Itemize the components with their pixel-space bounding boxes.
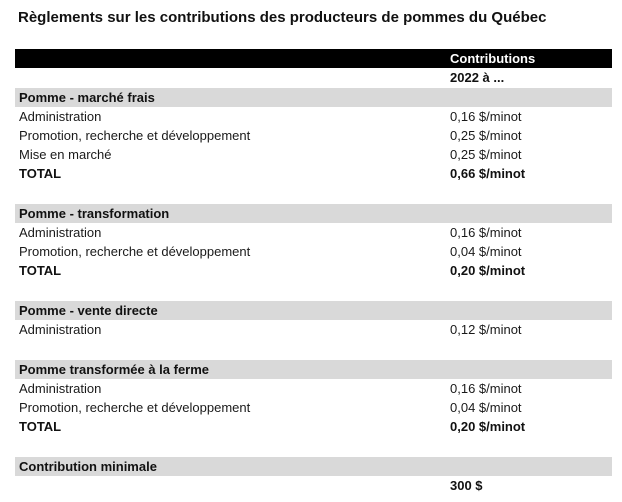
table-row: TOTAL 0,20 $/minot <box>15 417 612 436</box>
section-title: Pomme - transformation <box>19 206 170 221</box>
section-header-row: Pomme transformée à la ferme <box>15 360 612 379</box>
table-row: Administration 0,12 $/minot <box>15 320 612 339</box>
row-value: 0,25 $/minot <box>450 147 522 162</box>
row-label: Administration <box>19 381 102 396</box>
table-row: Promotion, recherche et développement 0,0… <box>15 242 612 261</box>
table-row: 300 $ <box>15 476 612 495</box>
page-title: Règlements sur les contributions des pro… <box>18 9 547 26</box>
contributions-table: Contributions 2022 à ... Pomme - marché … <box>15 49 612 495</box>
row-label <box>15 476 450 495</box>
section-title: Pomme transformée à la ferme <box>19 362 210 377</box>
table-row: Mise en marché 0,25 $/minot <box>15 145 612 164</box>
section-header-row: Pomme - transformation <box>15 204 612 223</box>
section-title: Contribution minimale <box>19 459 157 474</box>
row-label: TOTAL <box>19 166 62 181</box>
table-section: Pomme transformée à la ferme Administrati… <box>15 360 612 436</box>
row-value: 0,04 $/minot <box>450 244 522 259</box>
row-label: Administration <box>19 225 102 240</box>
row-label: Promotion, recherche et développement <box>19 244 251 259</box>
table-sections: Pomme - marché frais Administration 0,16 $… <box>15 88 612 495</box>
table-section: Contribution minimale 300 $ <box>15 457 612 495</box>
row-value: 300 $ <box>450 478 483 493</box>
subheader-empty-cell <box>15 68 450 88</box>
section-title: Pomme - marché frais <box>19 90 155 105</box>
table-subheader-row: 2022 à ... <box>15 68 612 88</box>
row-label: Administration <box>19 109 102 124</box>
row-value: 0,20 $/minot <box>450 263 526 278</box>
row-label: Administration <box>19 322 102 337</box>
table-section: Pomme - transformation Administration 0,16… <box>15 204 612 280</box>
section-header-row: Pomme - marché frais <box>15 88 612 107</box>
row-label: Promotion, recherche et développement <box>19 128 251 143</box>
subheader-year-cell: 2022 à ... <box>450 70 505 85</box>
row-value: 0,12 $/minot <box>450 322 522 337</box>
row-value: 0,20 $/minot <box>450 419 526 434</box>
table-row: TOTAL 0,20 $/minot <box>15 261 612 280</box>
table-row: Promotion, recherche et développement 0,2… <box>15 126 612 145</box>
row-value: 0,16 $/minot <box>450 381 522 396</box>
header-empty-cell <box>15 49 450 68</box>
section-header-row: Pomme - vente directe <box>15 301 612 320</box>
header-contributions-cell: Contributions <box>450 51 536 66</box>
table-header-row: Contributions <box>15 49 612 68</box>
row-value: 0,66 $/minot <box>450 166 526 181</box>
row-label: Promotion, recherche et développement <box>19 400 251 415</box>
row-label: TOTAL <box>19 419 62 434</box>
row-value: 0,04 $/minot <box>450 400 522 415</box>
table-section: Pomme - marché frais Administration 0,16 $… <box>15 88 612 183</box>
row-value: 0,25 $/minot <box>450 128 522 143</box>
table-row: Administration 0,16 $/minot <box>15 107 612 126</box>
table-row: Administration 0,16 $/minot <box>15 379 612 398</box>
row-value: 0,16 $/minot <box>450 109 522 124</box>
section-header-row: Contribution minimale <box>15 457 612 476</box>
row-label: TOTAL <box>19 263 62 278</box>
table-row: Administration 0,16 $/minot <box>15 223 612 242</box>
row-value: 0,16 $/minot <box>450 225 522 240</box>
table-section: Pomme - vente directe Administration 0,12 … <box>15 301 612 339</box>
table-row: TOTAL 0,66 $/minot <box>15 164 612 183</box>
section-title: Pomme - vente directe <box>19 303 158 318</box>
row-label: Mise en marché <box>19 147 112 162</box>
table-row: Promotion, recherche et développement 0,0… <box>15 398 612 417</box>
